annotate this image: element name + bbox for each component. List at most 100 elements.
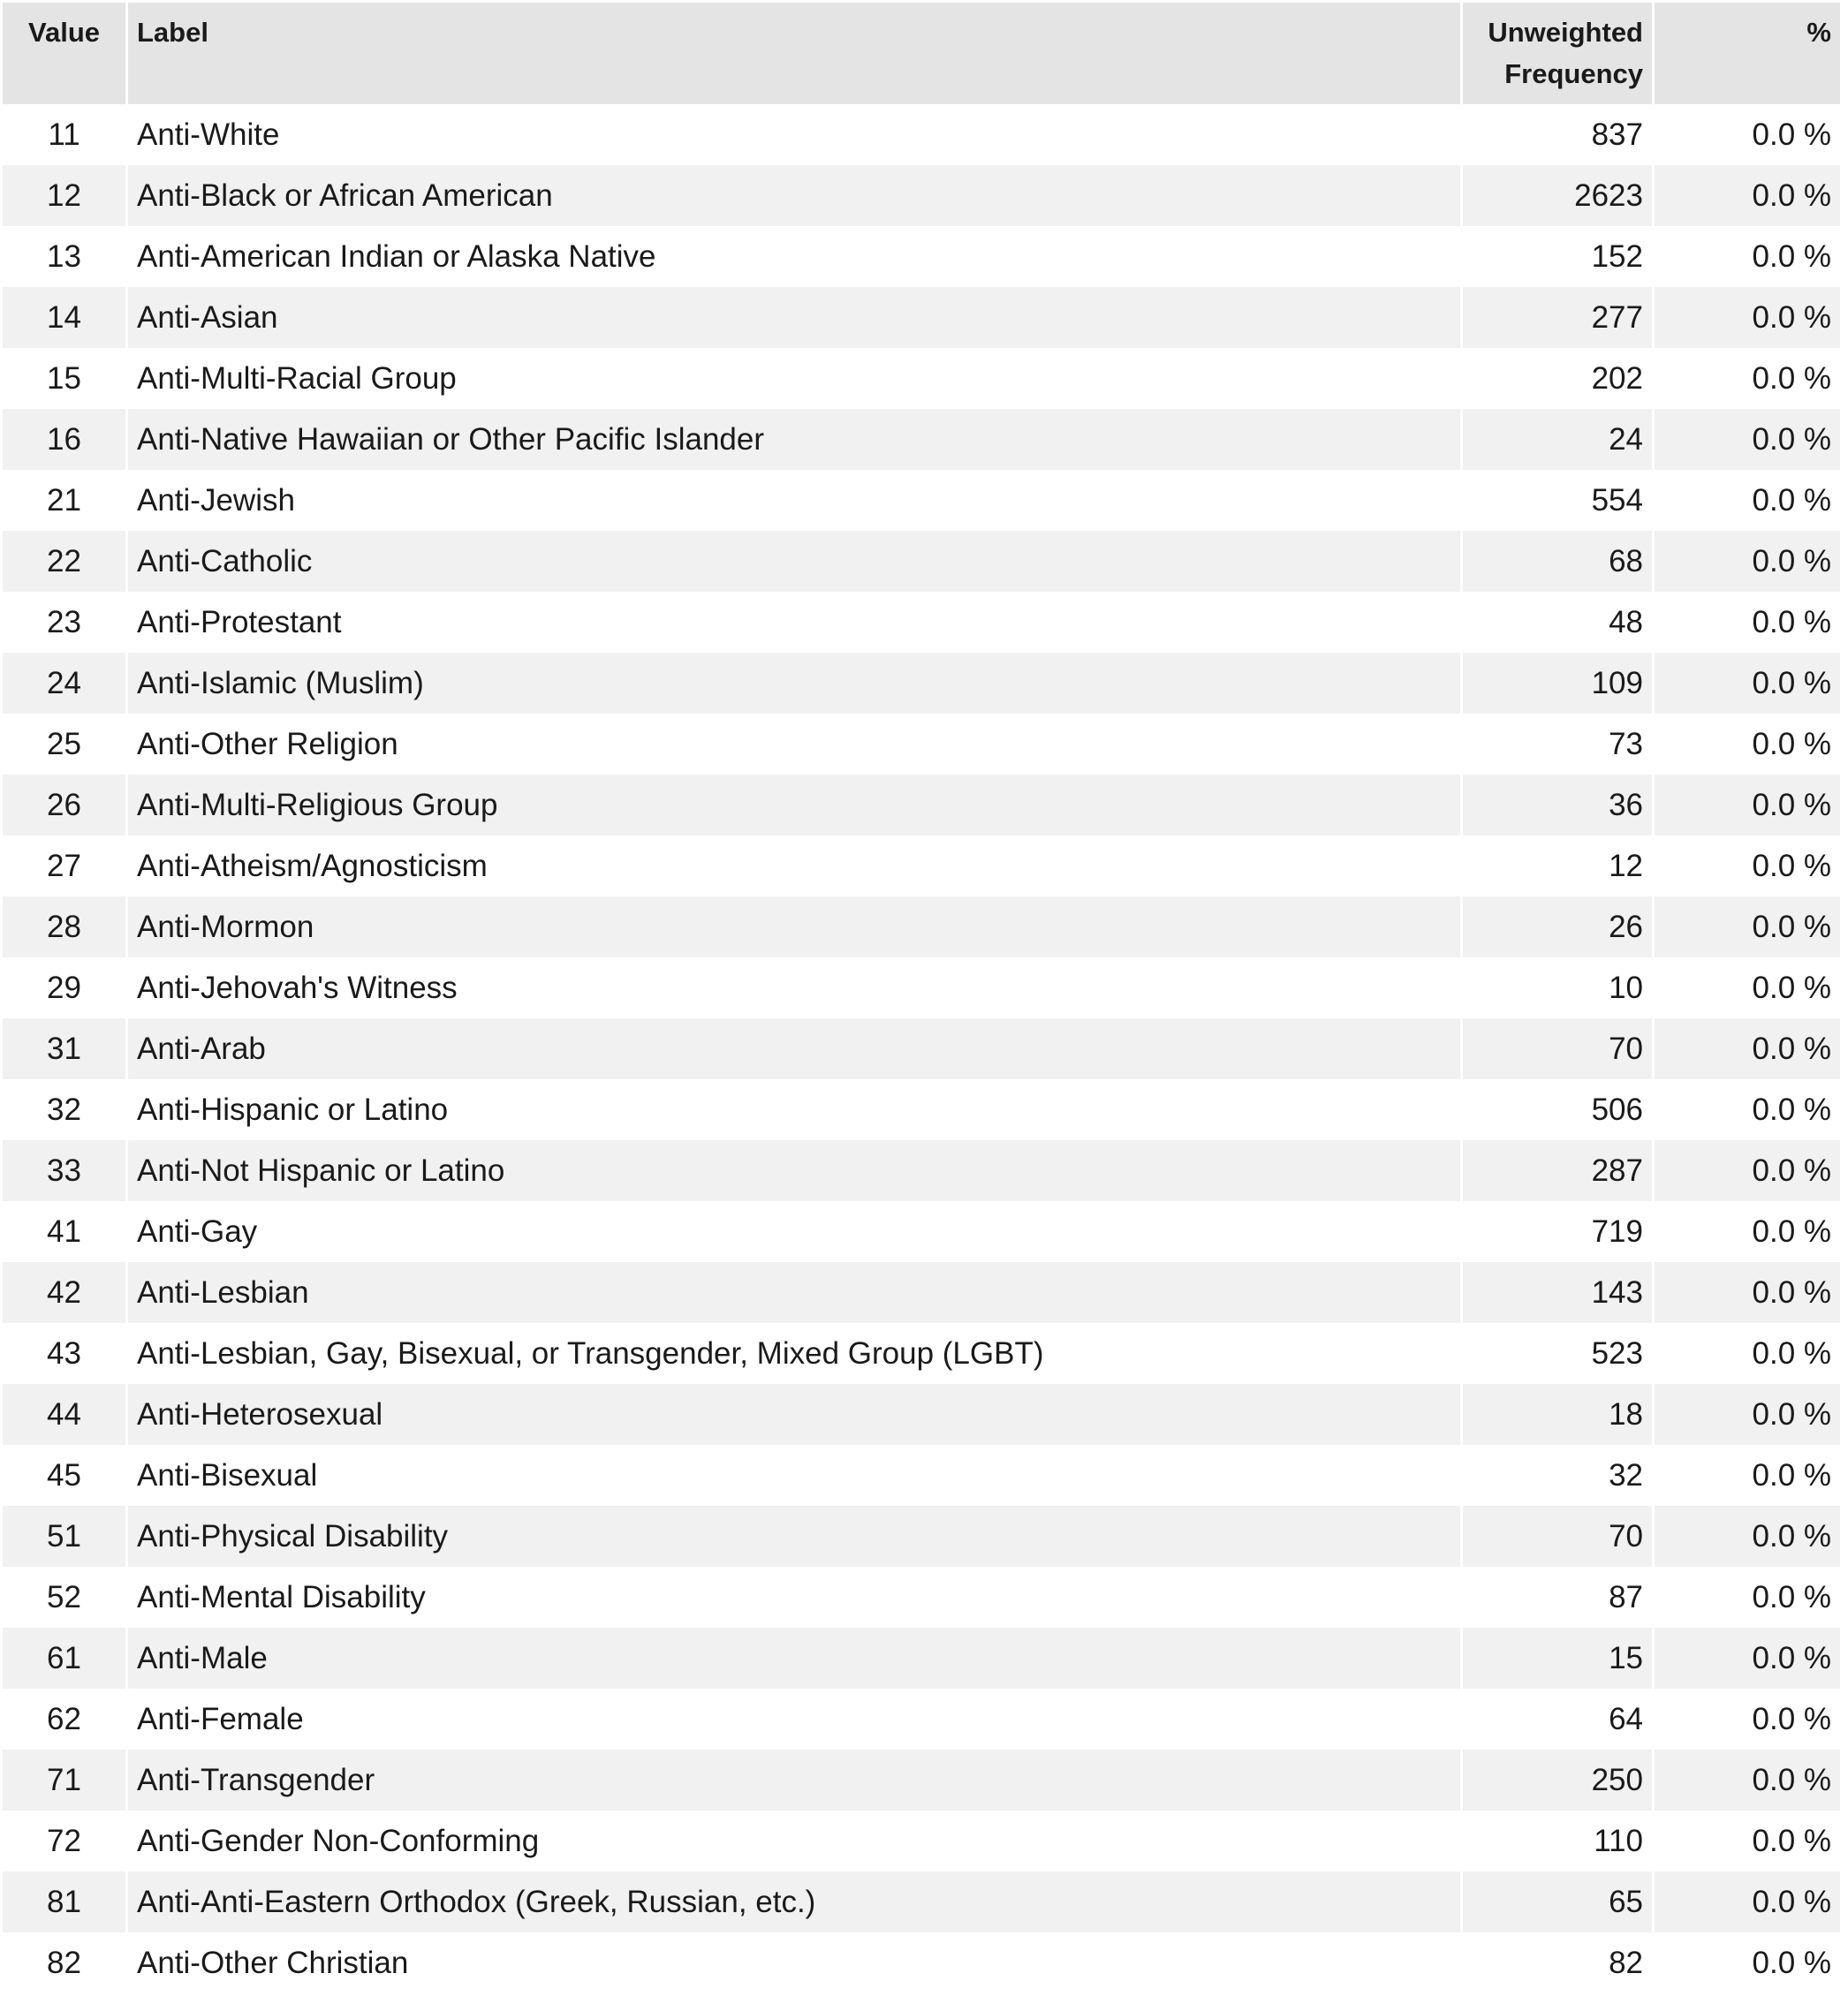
percent-cell: 0.0 % [1655, 1445, 1840, 1506]
value-cell: 14 [3, 287, 125, 348]
table-row: 61 Anti-Male 15 0.0 % [3, 1628, 1840, 1689]
value-cell: 27 [3, 835, 125, 896]
table-row: 33 Anti-Not Hispanic or Latino 287 0.0 % [3, 1140, 1840, 1201]
frequency-cell: 70 [1463, 1018, 1652, 1079]
frequency-cell: 110 [1463, 1811, 1652, 1871]
frequency-cell: 26 [1463, 896, 1652, 957]
percent-cell: 0.0 % [1655, 1750, 1840, 1811]
percent-cell: 0.0 % [1655, 287, 1840, 348]
table-row: 25 Anti-Other Religion 73 0.0 % [3, 714, 1840, 775]
table-row: 22 Anti-Catholic 68 0.0 % [3, 531, 1840, 592]
value-cell: 45 [3, 1445, 125, 1506]
label-cell: Anti-Mormon [128, 896, 1460, 957]
frequency-cell: 87 [1463, 1567, 1652, 1628]
label-cell: Anti-Heterosexual [128, 1384, 1460, 1445]
percent-cell: 0.0 % [1655, 1628, 1840, 1689]
table-row: 13 Anti-American Indian or Alaska Native 1… [3, 226, 1840, 287]
frequency-cell: 554 [1463, 470, 1652, 531]
table-row: 71 Anti-Transgender 250 0.0 % [3, 1750, 1840, 1811]
percent-cell: 0.0 % [1655, 1079, 1840, 1140]
frequency-cell: 65 [1463, 1871, 1652, 1932]
value-cell: 41 [3, 1201, 125, 1262]
table-row: 44 Anti-Heterosexual 18 0.0 % [3, 1384, 1840, 1445]
label-cell: Anti-Protestant [128, 592, 1460, 653]
table-row: 12 Anti-Black or African American 2623 0.0 … [3, 165, 1840, 226]
value-cell: 51 [3, 1506, 125, 1567]
value-cell: 21 [3, 470, 125, 531]
value-cell: 71 [3, 1750, 125, 1811]
label-cell: Anti-Catholic [128, 531, 1460, 592]
frequency-cell: 68 [1463, 531, 1652, 592]
frequency-cell: 287 [1463, 1140, 1652, 1201]
value-cell: 16 [3, 409, 125, 470]
value-cell: 29 [3, 957, 125, 1018]
label-cell: Anti-Hispanic or Latino [128, 1079, 1460, 1140]
frequency-cell: 202 [1463, 348, 1652, 409]
frequency-cell: 109 [1463, 653, 1652, 714]
label-cell: Anti-American Indian or Alaska Native [128, 226, 1460, 287]
table-row: 32 Anti-Hispanic or Latino 506 0.0 % [3, 1079, 1840, 1140]
value-cell: 61 [3, 1628, 125, 1689]
percent-cell: 0.0 % [1655, 1018, 1840, 1079]
label-cell: Anti-Native Hawaiian or Other Pacific Is… [128, 409, 1460, 470]
percent-cell: 0.0 % [1655, 1689, 1840, 1750]
value-cell: 23 [3, 592, 125, 653]
label-cell: Anti-Multi-Religious Group [128, 775, 1460, 835]
value-cell: 13 [3, 226, 125, 287]
frequency-table: Value Label Unweighted Frequency % 11 Ant… [0, 3, 1843, 1993]
percent-cell: 0.0 % [1655, 1506, 1840, 1567]
header-row: Value Label Unweighted Frequency % [3, 3, 1840, 104]
label-cell: Anti-White [128, 104, 1460, 165]
percent-cell: 0.0 % [1655, 1201, 1840, 1262]
label-cell: Anti-Multi-Racial Group [128, 348, 1460, 409]
frequency-cell: 70 [1463, 1506, 1652, 1567]
frequency-cell: 837 [1463, 104, 1652, 165]
table-row: 15 Anti-Multi-Racial Group 202 0.0 % [3, 348, 1840, 409]
value-cell: 52 [3, 1567, 125, 1628]
value-cell: 42 [3, 1262, 125, 1323]
frequency-cell: 2623 [1463, 165, 1652, 226]
percent-cell: 0.0 % [1655, 348, 1840, 409]
table-row: 21 Anti-Jewish 554 0.0 % [3, 470, 1840, 531]
table-row: 26 Anti-Multi-Religious Group 36 0.0 % [3, 775, 1840, 835]
frequency-cell: 523 [1463, 1323, 1652, 1384]
table-row: 51 Anti-Physical Disability 70 0.0 % [3, 1506, 1840, 1567]
table-row: 52 Anti-Mental Disability 87 0.0 % [3, 1567, 1840, 1628]
value-cell: 28 [3, 896, 125, 957]
value-cell: 24 [3, 653, 125, 714]
percent-cell: 0.0 % [1655, 1140, 1840, 1201]
frequency-cell: 719 [1463, 1201, 1652, 1262]
value-cell: 81 [3, 1871, 125, 1932]
column-header-unweighted-frequency: Unweighted Frequency [1463, 3, 1652, 104]
table-row: 27 Anti-Atheism/Agnosticism 12 0.0 % [3, 835, 1840, 896]
percent-cell: 0.0 % [1655, 592, 1840, 653]
frequency-cell: 32 [1463, 1445, 1652, 1506]
label-cell: Anti-Black or African American [128, 165, 1460, 226]
percent-cell: 0.0 % [1655, 714, 1840, 775]
frequency-cell: 18 [1463, 1384, 1652, 1445]
frequency-cell: 48 [1463, 592, 1652, 653]
percent-cell: 0.0 % [1655, 1262, 1840, 1323]
percent-cell: 0.0 % [1655, 1384, 1840, 1445]
value-cell: 62 [3, 1689, 125, 1750]
label-cell: Anti-Gender Non-Conforming [128, 1811, 1460, 1871]
percent-cell: 0.0 % [1655, 470, 1840, 531]
frequency-cell: 24 [1463, 409, 1652, 470]
percent-cell: 0.0 % [1655, 1811, 1840, 1871]
table-row: 45 Anti-Bisexual 32 0.0 % [3, 1445, 1840, 1506]
table-row: 29 Anti-Jehovah's Witness 10 0.0 % [3, 957, 1840, 1018]
frequency-cell: 36 [1463, 775, 1652, 835]
percent-cell: 0.0 % [1655, 1871, 1840, 1932]
value-cell: 11 [3, 104, 125, 165]
label-cell: Anti-Jewish [128, 470, 1460, 531]
table-row: 82 Anti-Other Christian 82 0.0 % [3, 1932, 1840, 1993]
table-row: 24 Anti-Islamic (Muslim) 109 0.0 % [3, 653, 1840, 714]
percent-cell: 0.0 % [1655, 835, 1840, 896]
value-cell: 82 [3, 1932, 125, 1993]
table-row: 62 Anti-Female 64 0.0 % [3, 1689, 1840, 1750]
label-cell: Anti-Lesbian [128, 1262, 1460, 1323]
value-cell: 32 [3, 1079, 125, 1140]
label-cell: Anti-Islamic (Muslim) [128, 653, 1460, 714]
label-cell: Anti-Other Religion [128, 714, 1460, 775]
label-cell: Anti-Atheism/Agnosticism [128, 835, 1460, 896]
